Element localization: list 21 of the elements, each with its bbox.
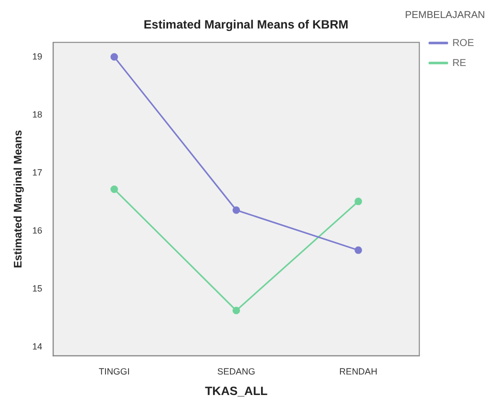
point — [110, 185, 118, 193]
x-tick-label: TINGGI — [98, 366, 130, 377]
y-tick-label: 14 — [32, 342, 42, 352]
y-tick-label: 17 — [32, 167, 42, 178]
point — [354, 246, 362, 254]
y-axis-title: Estimated Marginal Means — [12, 130, 25, 268]
legend-title: PEMBELAJARAN — [404, 10, 485, 21]
chart-title: Estimated Marginal Means of KBRM — [144, 18, 348, 32]
y-tick-label: 15 — [32, 284, 42, 294]
point — [110, 53, 118, 61]
legend-label: ROE — [452, 38, 474, 49]
point — [232, 306, 240, 314]
point — [354, 198, 362, 206]
point — [232, 206, 240, 214]
y-tick-label: 18 — [32, 109, 42, 120]
legend-label: RE — [452, 58, 467, 69]
x-tick-label: SEDANG — [217, 366, 256, 377]
y-tick-label: 19 — [32, 51, 42, 62]
x-tick-label: RENDAH — [339, 366, 378, 377]
x-axis-title: TKAS_ALL — [204, 384, 268, 398]
y-tick-label: 16 — [32, 226, 42, 236]
